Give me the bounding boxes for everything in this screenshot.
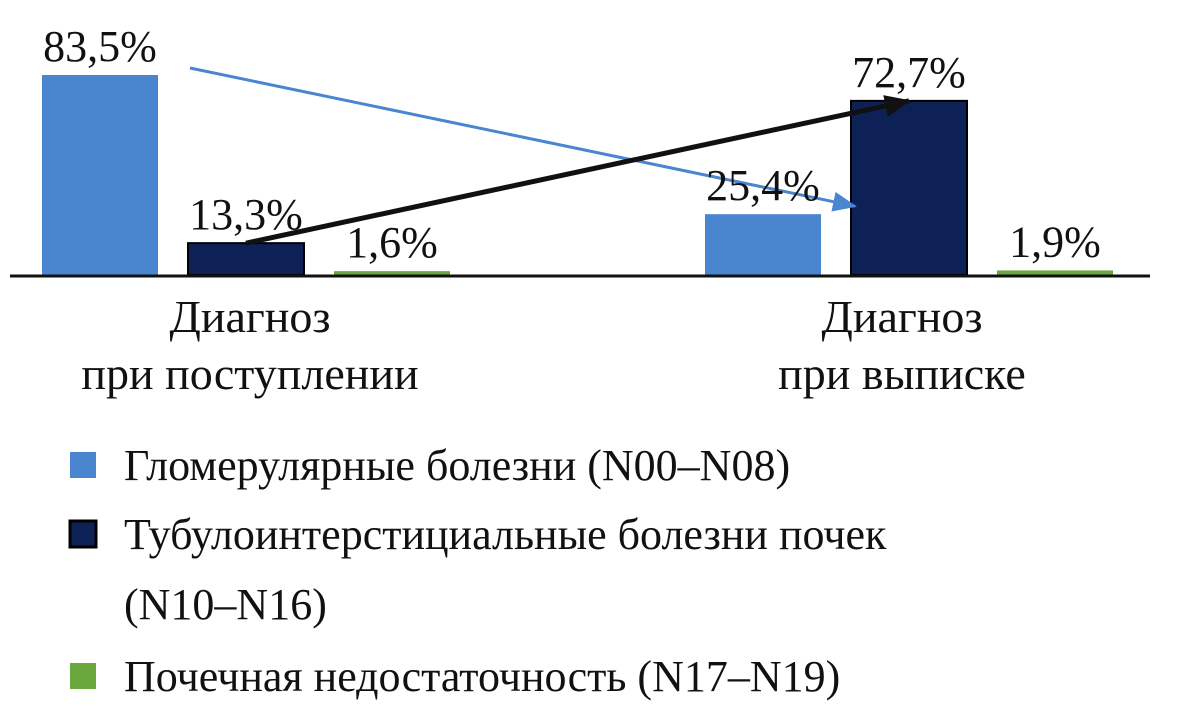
category-label-0-line-1: при поступлении: [81, 348, 418, 399]
data-label-s0-c0: 83,5%: [43, 22, 157, 71]
trend-arrows: [189, 66, 911, 246]
bar-s2-c1: [997, 270, 1113, 275]
legend-label-0: Гломерулярные болезни (N00–N08): [124, 441, 790, 490]
bar-s2-c0: [334, 271, 450, 275]
category-labels: Диагноз при поступлении Диагноз при выписке: [81, 291, 1025, 399]
category-label-1-line-1: при выписке: [778, 348, 1026, 399]
bar-s1-c0: [187, 242, 305, 276]
legend-swatch-0: [70, 452, 96, 478]
bar-s0-c1: [705, 214, 821, 275]
trend-arrow-0: [189, 66, 857, 212]
data-label-s2-c1: 1,9%: [1009, 217, 1101, 266]
legend-swatch-2: [70, 663, 96, 689]
category-label-0-line-0: Диагноз: [169, 291, 330, 342]
bar-s1-c1: [850, 99, 968, 276]
bars: [42, 75, 1113, 276]
legend-label-1-line-0: Тубулоинтерстициальные болезни почек: [124, 510, 887, 559]
data-labels: 83,5% 25,4% 13,3% 72,7% 1,6% 1,9%: [43, 22, 1101, 267]
trend-arrow-1: [245, 95, 911, 246]
data-label-s0-c1: 25,4%: [706, 161, 820, 210]
data-label-s1-c0: 13,3%: [189, 190, 303, 239]
bar-s0-c0: [42, 75, 158, 275]
legend-label-1-line-1: (N10–N16): [124, 580, 327, 629]
legend-label-2: Почечная недостаточность (N17–N19): [124, 652, 840, 701]
legend-swatch-1: [68, 519, 98, 549]
data-label-s1-c1: 72,7%: [852, 48, 966, 97]
category-label-1-line-0: Диагноз: [821, 291, 982, 342]
legend: Гломерулярные болезни (N00–N08) Тубулоинт…: [68, 441, 887, 701]
data-label-s2-c0: 1,6%: [346, 218, 438, 267]
